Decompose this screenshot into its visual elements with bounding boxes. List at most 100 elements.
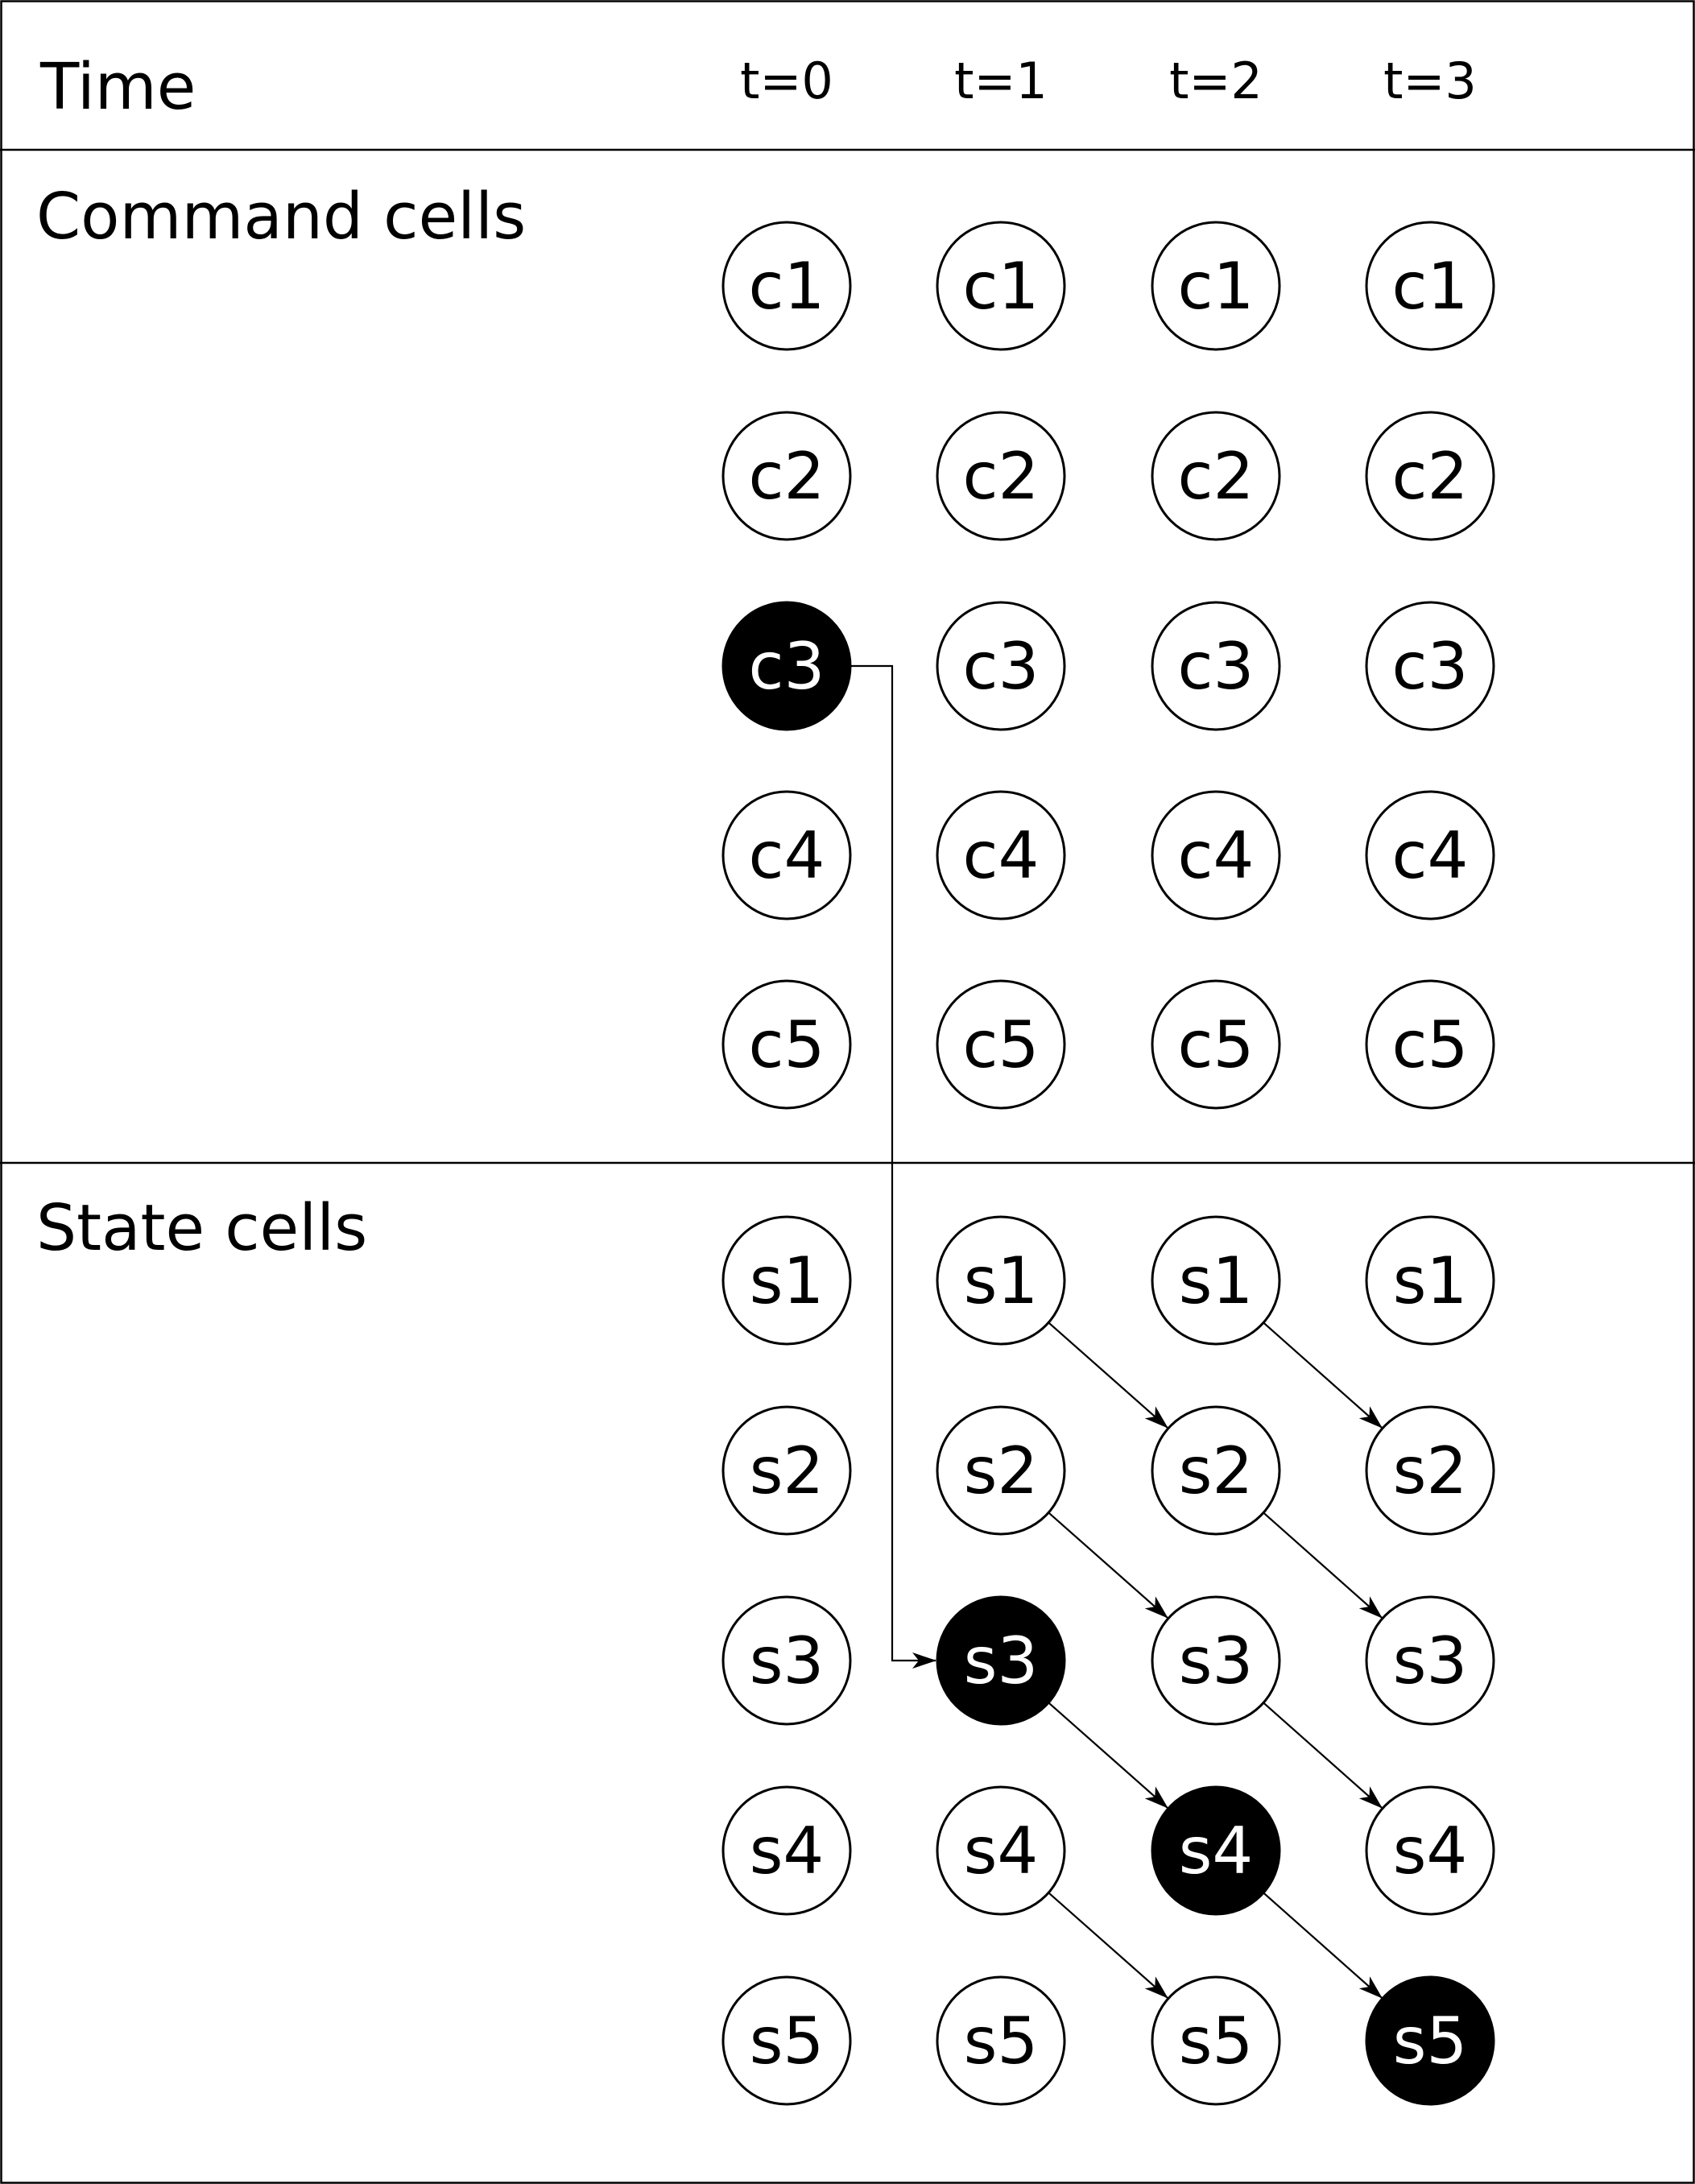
state-cell-circle — [1365, 1595, 1495, 1726]
state-cell-label: s5 — [1179, 2004, 1254, 2079]
state-cell-label: s4 — [1393, 1814, 1468, 1888]
command-cell-c2-t1: c2 — [936, 411, 1066, 541]
state-cell-label: s3 — [1393, 1624, 1468, 1698]
command-cell-c5-t2: c5 — [1151, 979, 1281, 1110]
state-cell-label: s1 — [750, 1243, 825, 1318]
command-cell-circle — [1365, 411, 1495, 541]
state-cell-circle — [721, 1215, 852, 1346]
state-cell-s3-t1: s3 — [936, 1595, 1066, 1726]
command-cell-c2-t3: c2 — [1365, 411, 1495, 541]
state-cell-s5-t3: s5 — [1365, 1975, 1495, 2106]
command-cell-c4-t3: c4 — [1365, 790, 1495, 920]
state-cell-circle — [721, 1975, 852, 2106]
command-cell-label: c3 — [1392, 629, 1469, 704]
command-cell-c5-t3: c5 — [1365, 979, 1495, 1110]
state-cell-label: s1 — [1179, 1243, 1254, 1318]
command-cell-label: c1 — [749, 249, 825, 324]
command-cell-label: c1 — [963, 249, 1040, 324]
state-cell-circle — [1151, 1215, 1281, 1346]
state-cell-s1-t1: s1 — [936, 1215, 1066, 1346]
state-cell-circle — [936, 1595, 1066, 1726]
command-cell-c1-t1: c1 — [936, 221, 1066, 351]
command-cell-circle — [1151, 601, 1281, 731]
command-cell-label: c5 — [963, 1007, 1040, 1082]
state-cell-s5-t2: s5 — [1151, 1975, 1281, 2106]
state-cell-label: s1 — [1393, 1243, 1468, 1318]
state-cells-label: State cells — [36, 1191, 367, 1265]
connection-s3-t1-to-s4-t2 — [1048, 1702, 1168, 1809]
command-cell-circle — [1365, 221, 1495, 351]
command-cell-circle — [721, 601, 852, 731]
command-cell-label: c5 — [1392, 1007, 1469, 1082]
state-cell-s3-t2: s3 — [1151, 1595, 1281, 1726]
state-cell-circle — [1365, 1215, 1495, 1346]
command-cell-label: c5 — [749, 1007, 825, 1082]
state-cell-s1-t0: s1 — [721, 1215, 852, 1346]
command-cell-label: c1 — [1178, 249, 1255, 324]
connection-s2-t1-to-s3-t2 — [1048, 1512, 1168, 1619]
state-cell-circle — [1151, 1785, 1281, 1916]
command-cell-c3-t2: c3 — [1151, 601, 1281, 731]
time-step-labels: t=0 t=1 t=2 t=3 — [740, 52, 1477, 110]
state-cell-s2-t3: s2 — [1365, 1405, 1495, 1536]
state-cell-label: s2 — [964, 1433, 1039, 1508]
connection-s1-t2-to-s2-t3 — [1263, 1322, 1383, 1429]
command-cell-c4-t1: c4 — [936, 790, 1066, 920]
time-step-label-t2: t=2 — [1169, 52, 1263, 110]
command-cell-label: c4 — [1392, 818, 1469, 893]
command-cell-label: c2 — [1178, 439, 1255, 514]
connection-s4-t2-to-s5-t3 — [1263, 1892, 1383, 1999]
command-cell-c1-t0: c1 — [721, 221, 852, 351]
command-cell-label: c3 — [1178, 629, 1255, 704]
command-cell-circle — [721, 790, 852, 920]
state-cell-circle — [936, 1215, 1066, 1346]
state-cell-s1-t2: s1 — [1151, 1215, 1281, 1346]
state-cell-s4-t3: s4 — [1365, 1785, 1495, 1916]
time-step-label-t3: t=3 — [1383, 52, 1477, 110]
command-cell-circle — [1365, 979, 1495, 1110]
command-cell-circle — [1151, 979, 1281, 1110]
time-header-label: Time — [39, 50, 196, 124]
command-cell-c1-t2: c1 — [1151, 221, 1281, 351]
state-cell-circle — [936, 1405, 1066, 1536]
state-cell-circle — [721, 1785, 852, 1916]
command-cell-circle — [1151, 790, 1281, 920]
state-cell-label: s3 — [750, 1624, 825, 1698]
state-cell-s2-t2: s2 — [1151, 1405, 1281, 1536]
state-cell-label: s1 — [964, 1243, 1039, 1318]
state-cell-label: s4 — [750, 1814, 825, 1888]
state-cell-circle — [1365, 1405, 1495, 1536]
command-cell-circle — [721, 979, 852, 1110]
command-cell-circle — [1365, 601, 1495, 731]
command-cell-c3-t3: c3 — [1365, 601, 1495, 731]
time-step-label-t1: t=1 — [954, 52, 1048, 110]
state-cell-circle — [1151, 1595, 1281, 1726]
connection-s1-t1-to-s2-t2 — [1048, 1322, 1168, 1429]
state-cell-label: s2 — [750, 1433, 825, 1508]
command-cell-c3-t1: c3 — [936, 601, 1066, 731]
command-cell-circle — [1151, 221, 1281, 351]
state-cell-circle — [1365, 1785, 1495, 1916]
command-cell-label: c4 — [963, 818, 1040, 893]
state-cell-s4-t1: s4 — [936, 1785, 1066, 1916]
command-cell-circle — [936, 601, 1066, 731]
state-cell-s3-t3: s3 — [1365, 1595, 1495, 1726]
command-cell-label: c1 — [1392, 249, 1469, 324]
command-cell-c5-t1: c5 — [936, 979, 1066, 1110]
state-cell-s2-t0: s2 — [721, 1405, 852, 1536]
connection-c3-to-s3 — [850, 664, 936, 1669]
state-cell-s3-t0: s3 — [721, 1595, 852, 1726]
command-cell-label: c5 — [1178, 1007, 1255, 1082]
command-cell-c5-t0: c5 — [721, 979, 852, 1110]
state-cell-label: s5 — [750, 2004, 825, 2079]
command-cell-label: c3 — [963, 629, 1040, 704]
command-cell-c2-t2: c2 — [1151, 411, 1281, 541]
command-cell-c3-t0: c3 — [721, 601, 852, 731]
command-cell-label: c4 — [749, 818, 825, 893]
nodes-layer: c1 c2 c3 c4 c5 c1 c2 c3 c4 c5 c1 c2 c3 c4 c5 c1 c2 c3 c4 c5… — [721, 221, 1495, 2106]
state-cell-label: s3 — [1179, 1624, 1254, 1698]
command-cell-circle — [1151, 411, 1281, 541]
state-cell-circle — [936, 1785, 1066, 1916]
